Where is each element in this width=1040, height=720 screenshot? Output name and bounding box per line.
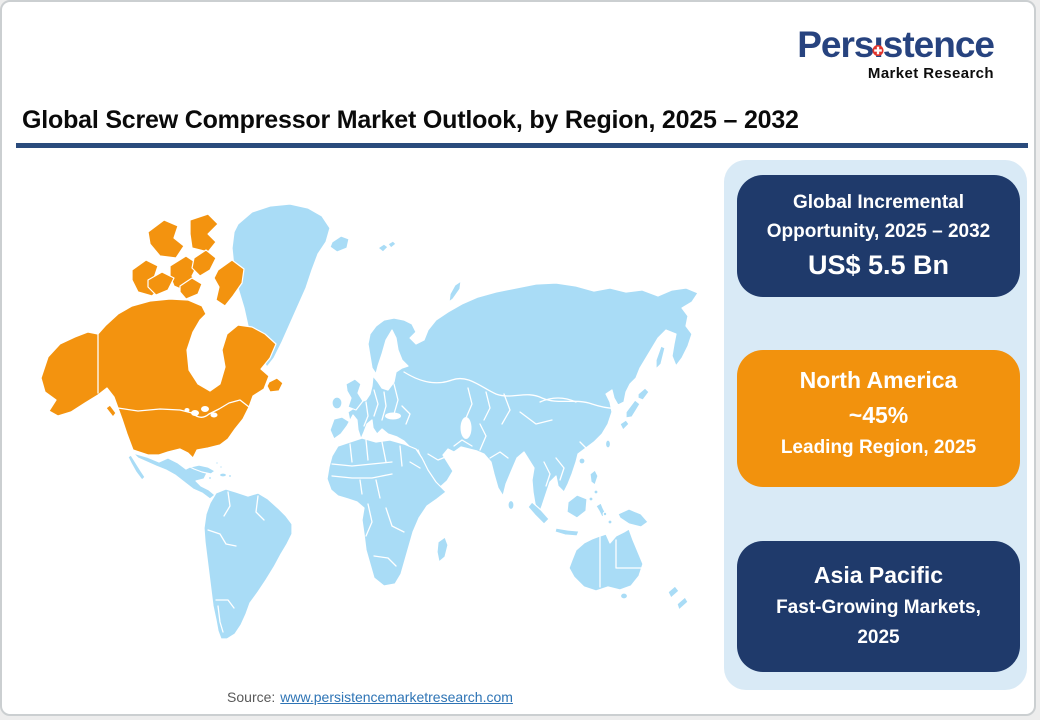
great-lakes (201, 406, 209, 412)
card-title: North America (799, 367, 958, 393)
great-lakes (210, 412, 218, 418)
caspian-sea (460, 417, 472, 439)
source-line: Source: www.persistencemarketresearch.com (20, 689, 720, 705)
region-north-america-highlight (40, 213, 284, 459)
region-latin-america (127, 452, 293, 640)
source-link[interactable]: www.persistencemarketresearch.com (280, 689, 513, 705)
pmr-logo: Persı stence Market Research (797, 24, 995, 82)
source-label: Source: (227, 689, 276, 705)
card-subtitle: Leading Region, 2025 (780, 437, 977, 458)
persian-gulf (450, 449, 464, 459)
region-oceania (527, 494, 689, 611)
black-sea (385, 412, 401, 420)
card-asia-pacific: Asia Pacific Fast-Growing Markets, 2025 (737, 541, 1020, 672)
great-lakes (184, 408, 190, 412)
card-line-2: Opportunity, 2025 – 2032 (766, 221, 991, 242)
card-value: ~45% (848, 402, 909, 428)
logo-brand-post: stence (882, 24, 995, 65)
world-map-svg (40, 203, 699, 640)
card-value: US$ 5.5 Bn (807, 250, 950, 280)
region-stats-panel: Global Incremental Opportunity, 2025 – 2… (724, 160, 1027, 690)
logo-dotless-i: ı (873, 24, 883, 65)
title-underline (16, 143, 1028, 148)
world-map (20, 162, 720, 707)
card-subtitle-1: Fast-Growing Markets, (776, 597, 981, 618)
card-global-incremental-opportunity: Global Incremental Opportunity, 2025 – 2… (737, 175, 1020, 297)
logo-subtitle: Market Research (867, 65, 994, 82)
card-line-1: Global Incremental (792, 192, 965, 213)
great-lakes (191, 410, 199, 416)
logo-brand-pre: Pers (797, 24, 874, 65)
logo-red-cross-dot-icon (872, 25, 884, 56)
card-subtitle-2: 2025 (857, 627, 900, 648)
region-africa (326, 437, 449, 587)
card-north-america: North America ~45% Leading Region, 2025 (737, 350, 1020, 487)
logo-brand-text: Persı stence (797, 24, 995, 65)
page-title: Global Screw Compressor Market Outlook, … (22, 106, 799, 134)
region-east-asia-islands (507, 387, 650, 511)
us-canada-border (117, 399, 250, 418)
region-europe-asia (329, 240, 699, 515)
card-title: Asia Pacific (813, 562, 944, 588)
logo-letter-i: ı (872, 24, 884, 65)
